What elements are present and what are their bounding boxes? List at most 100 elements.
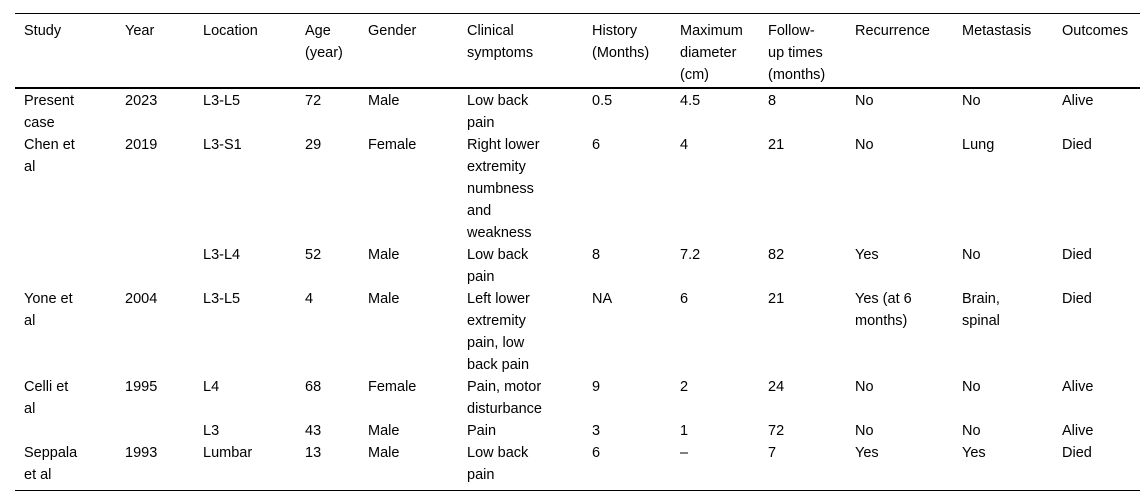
cell-diameter: 1 xyxy=(680,423,689,439)
cell-diameter: 7.2 xyxy=(680,247,701,263)
cell-gender: Female xyxy=(368,137,417,153)
cell-recurrence: No xyxy=(855,379,874,395)
cell-gender: Male xyxy=(368,93,400,109)
cell-history: NA xyxy=(592,291,613,307)
case-comparison-table: Study Year Location Age (year) Gender Cl… xyxy=(15,13,1140,491)
table-row: L3 43 Male Pain 3 1 72 No No Alive xyxy=(15,420,1140,442)
cell-symptoms: Low back pain xyxy=(467,93,529,131)
column-header-gender: Gender xyxy=(359,13,458,89)
cell-diameter: 4 xyxy=(680,137,689,153)
cell-outcomes: Alive xyxy=(1062,93,1094,109)
cell-followup: 24 xyxy=(768,379,785,395)
column-header-followup: Follow- up times (months) xyxy=(759,13,846,89)
cell-age: 43 xyxy=(305,423,322,439)
column-header-history: History (Months) xyxy=(583,13,671,89)
cell-recurrence: No xyxy=(855,137,874,153)
cell-location: L4 xyxy=(203,379,220,395)
cell-year: 2004 xyxy=(125,291,158,307)
column-header-study: Study xyxy=(15,13,116,89)
cell-gender: Male xyxy=(368,291,400,307)
cell-age: 68 xyxy=(305,379,322,395)
column-header-symptoms: Clinical symptoms xyxy=(458,13,583,89)
cell-age: 52 xyxy=(305,247,322,263)
column-header-age: Age (year) xyxy=(296,13,359,89)
cell-outcomes: Died xyxy=(1062,137,1092,153)
column-header-location: Location xyxy=(194,13,296,89)
cell-metastasis: No xyxy=(962,93,981,109)
cell-study: Present case xyxy=(24,93,74,131)
cell-history: 8 xyxy=(592,247,601,263)
cell-history: 0.5 xyxy=(592,93,613,109)
cell-history: 3 xyxy=(592,423,601,439)
cell-year: 2023 xyxy=(125,93,158,109)
column-header-outcomes: Outcomes xyxy=(1053,13,1140,89)
table-container: Study Year Location Age (year) Gender Cl… xyxy=(15,13,1140,491)
cell-study xyxy=(15,420,116,442)
cell-diameter: 2 xyxy=(680,379,689,395)
cell-outcomes: Died xyxy=(1062,247,1092,263)
cell-year: 2019 xyxy=(125,137,158,153)
cell-study: Celli et al xyxy=(24,379,69,417)
cell-year xyxy=(116,420,194,442)
cell-location: L3-L4 xyxy=(203,247,241,263)
cell-age: 72 xyxy=(305,93,322,109)
column-header-year: Year xyxy=(116,13,194,89)
cell-history: 6 xyxy=(592,137,601,153)
cell-metastasis: Brain, spinal xyxy=(962,291,1000,329)
cell-followup: 82 xyxy=(768,247,785,263)
cell-metastasis: Lung xyxy=(962,137,995,153)
cell-gender: Female xyxy=(368,379,417,395)
cell-symptoms: Pain xyxy=(467,423,497,439)
cell-diameter: 6 xyxy=(680,291,689,307)
cell-symptoms: Left lower extremity pain, low back pain xyxy=(467,291,530,373)
cell-history: 6 xyxy=(592,445,601,461)
cell-study: Yone et al xyxy=(24,291,73,329)
cell-metastasis: No xyxy=(962,247,981,263)
header-row: Study Year Location Age (year) Gender Cl… xyxy=(15,13,1140,89)
cell-diameter: – xyxy=(680,445,689,461)
cell-symptoms: Low back pain xyxy=(467,247,529,285)
cell-recurrence: No xyxy=(855,93,874,109)
cell-followup: 8 xyxy=(768,93,777,109)
cell-metastasis: No xyxy=(962,423,981,439)
cell-followup: 21 xyxy=(768,291,785,307)
table-row: Seppala et al 1993 Lumbar 13 Male Low ba… xyxy=(15,442,1140,491)
cell-outcomes: Alive xyxy=(1062,379,1094,395)
cell-year: 1993 xyxy=(125,445,158,461)
cell-year xyxy=(116,244,194,288)
table-row: L3-L4 52 Male Low back pain 8 7.2 82 Yes… xyxy=(15,244,1140,288)
cell-metastasis: Yes xyxy=(962,445,986,461)
cell-year: 1995 xyxy=(125,379,158,395)
cell-location: L3-S1 xyxy=(203,137,242,153)
cell-symptoms: Low back pain xyxy=(467,445,529,483)
cell-followup: 21 xyxy=(768,137,785,153)
cell-location: Lumbar xyxy=(203,445,253,461)
cell-recurrence: Yes xyxy=(855,445,879,461)
table-row: Celli et al 1995 L4 68 Female Pain, moto… xyxy=(15,376,1140,420)
cell-outcomes: Died xyxy=(1062,291,1092,307)
cell-recurrence: No xyxy=(855,423,874,439)
cell-age: 4 xyxy=(305,291,314,307)
cell-diameter: 4.5 xyxy=(680,93,701,109)
table-row: Present case 2023 L3-L5 72 Male Low back… xyxy=(15,88,1140,134)
cell-study: Seppala et al xyxy=(24,445,78,483)
cell-location: L3-L5 xyxy=(203,93,241,109)
cell-followup: 7 xyxy=(768,445,777,461)
cell-followup: 72 xyxy=(768,423,785,439)
cell-age: 29 xyxy=(305,137,322,153)
table-body: Present case 2023 L3-L5 72 Male Low back… xyxy=(15,88,1140,491)
cell-symptoms: Pain, motor disturbance xyxy=(467,379,542,417)
cell-outcomes: Died xyxy=(1062,445,1092,461)
column-header-recurrence: Recurrence xyxy=(846,13,953,89)
column-header-diameter: Maximum diameter (cm) xyxy=(671,13,759,89)
cell-metastasis: No xyxy=(962,379,981,395)
cell-location: L3 xyxy=(203,423,220,439)
cell-outcomes: Alive xyxy=(1062,423,1094,439)
column-header-metastasis: Metastasis xyxy=(953,13,1053,89)
cell-gender: Male xyxy=(368,445,400,461)
cell-recurrence: Yes (at 6 months) xyxy=(855,291,912,329)
table-header: Study Year Location Age (year) Gender Cl… xyxy=(15,13,1140,89)
table-row: Yone et al 2004 L3-L5 4 Male Left lower … xyxy=(15,288,1140,376)
table-row: Chen et al 2019 L3-S1 29 Female Right lo… xyxy=(15,134,1140,244)
